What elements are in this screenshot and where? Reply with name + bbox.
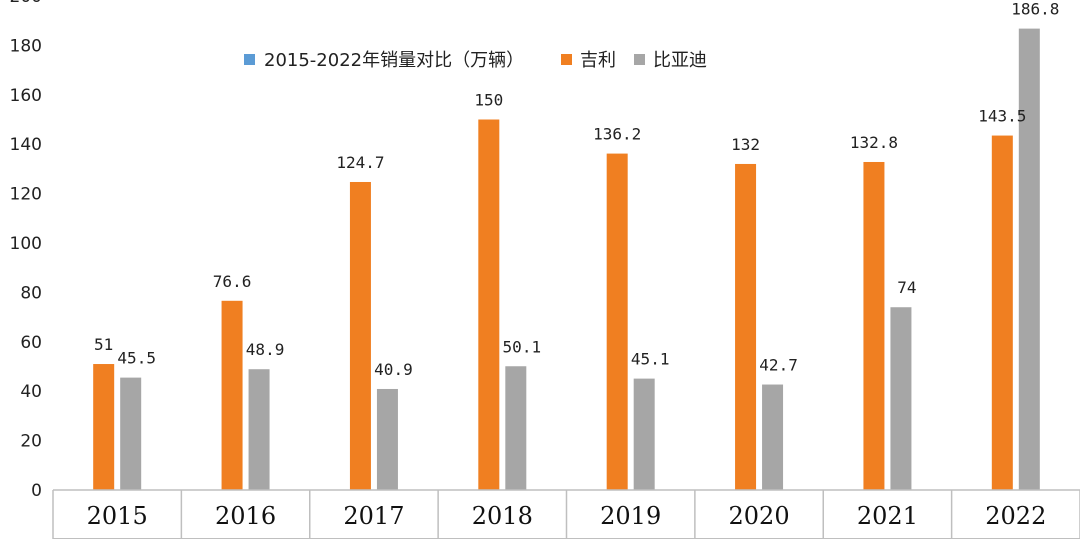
y-tick-label: 180 — [10, 36, 42, 56]
data-label-geely: 150 — [474, 91, 503, 110]
x-tick-label: 2020 — [729, 502, 790, 530]
legend-swatch-geely — [561, 54, 572, 65]
legend-swatch-byd — [634, 54, 645, 65]
bar-geely — [735, 163, 757, 490]
x-axis-table: 2015 2016 2017 2018 2019 2020 2021 2022 — [52, 489, 1080, 539]
x-tick-label: 2019 — [600, 502, 661, 530]
data-label-byd: 74 — [897, 278, 916, 297]
x-tick-label: 2016 — [215, 502, 276, 530]
x-tick-label: 2015 — [87, 502, 148, 530]
bar-geely — [93, 364, 115, 490]
data-label-geely: 143.5 — [978, 107, 1026, 126]
data-label-byd: 40.9 — [374, 360, 413, 379]
legend-label-geely: 吉利 — [580, 50, 616, 71]
bar-geely — [349, 181, 371, 490]
bar-geely — [478, 119, 500, 490]
data-label-byd: 50.1 — [503, 337, 542, 356]
data-label-geely: 132.8 — [850, 133, 898, 152]
y-axis: 0 20 40 60 80 100 120 140 160 180 200 — [10, 0, 42, 501]
legend-label-byd: 比亚迪 — [653, 50, 707, 71]
bar-geely — [606, 153, 628, 490]
y-tick-label: 0 — [31, 481, 42, 501]
data-label-byd: 42.7 — [759, 356, 798, 375]
bar-byd — [505, 366, 527, 490]
y-tick-label: 40 — [20, 382, 42, 402]
bar-geely — [991, 135, 1013, 490]
legend: 2015-2022年销量对比（万辆） 吉利 比亚迪 — [244, 50, 707, 71]
y-tick-label: 80 — [20, 283, 42, 303]
data-label-byd: 186.8 — [1011, 0, 1059, 19]
data-label-geely: 51 — [94, 335, 113, 354]
bar-geely — [221, 300, 243, 490]
y-tick-label: 200 — [10, 0, 42, 7]
bar-byd — [248, 369, 270, 490]
y-tick-label: 20 — [20, 432, 42, 452]
y-tick-label: 100 — [10, 234, 42, 254]
y-tick-label: 60 — [20, 333, 42, 353]
x-tick-label: 2017 — [343, 502, 404, 530]
bar-byd — [376, 388, 398, 490]
y-tick-label: 140 — [10, 135, 42, 155]
data-label-geely: 124.7 — [336, 153, 384, 172]
bar-byd — [890, 307, 912, 490]
data-label-byd: 48.9 — [246, 340, 285, 359]
bar-byd — [633, 378, 655, 490]
bar-geely — [863, 161, 885, 490]
data-label-geely: 76.6 — [213, 272, 252, 291]
bar-byd — [1018, 28, 1040, 490]
y-tick-label: 160 — [10, 86, 42, 106]
x-tick-label: 2021 — [857, 502, 918, 530]
data-label-geely: 132 — [731, 135, 760, 154]
legend-title-swatch — [244, 54, 255, 65]
data-label-byd: 45.1 — [631, 350, 670, 369]
y-tick-label: 120 — [10, 185, 42, 205]
x-tick-label: 2022 — [985, 502, 1046, 530]
data-label-geely: 136.2 — [593, 125, 641, 144]
data-label-byd: 45.5 — [117, 349, 156, 368]
legend-title: 2015-2022年销量对比（万辆） — [264, 50, 524, 71]
bar-byd — [120, 377, 142, 490]
bars-layer — [93, 28, 1040, 490]
x-tick-label: 2018 — [472, 502, 533, 530]
bar-byd — [762, 384, 784, 490]
